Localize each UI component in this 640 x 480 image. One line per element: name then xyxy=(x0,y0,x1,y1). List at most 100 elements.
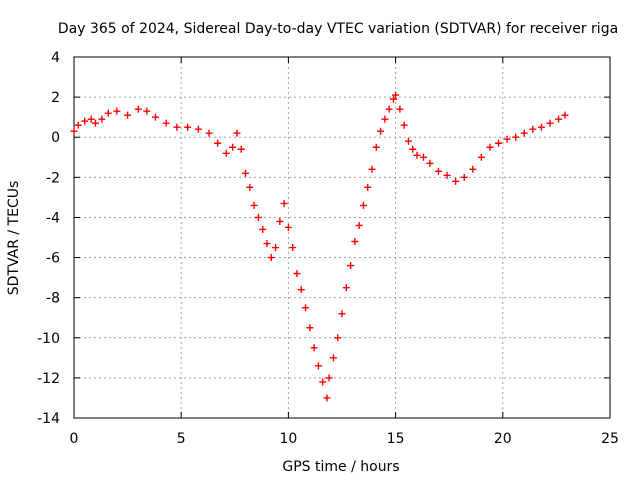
data-point xyxy=(443,171,451,179)
data-point xyxy=(70,127,78,135)
data-point xyxy=(162,119,170,127)
y-axis-label: SDTVAR / TECUs xyxy=(6,181,22,296)
data-point xyxy=(242,169,250,177)
data-point xyxy=(409,145,417,153)
data-point xyxy=(98,115,106,123)
x-tick-label: 15 xyxy=(387,431,405,447)
data-point xyxy=(263,240,271,248)
data-point xyxy=(503,135,511,143)
y-tick-label: 4 xyxy=(51,50,60,66)
data-point xyxy=(561,111,569,119)
data-point xyxy=(306,324,314,332)
x-tick-label: 10 xyxy=(279,431,297,447)
data-point xyxy=(284,223,292,231)
data-point xyxy=(87,115,95,123)
data-point xyxy=(246,183,254,191)
y-tick-label: -4 xyxy=(46,210,60,226)
data-point xyxy=(434,167,442,175)
x-tick-label: 0 xyxy=(70,431,79,447)
data-point xyxy=(381,115,389,123)
data-point xyxy=(113,107,121,115)
data-point xyxy=(555,115,563,123)
data-point xyxy=(347,262,355,270)
data-point xyxy=(372,143,380,151)
data-point xyxy=(323,394,331,402)
data-point xyxy=(389,95,397,103)
data-point xyxy=(272,244,280,252)
data-point xyxy=(469,165,477,173)
data-point xyxy=(254,213,262,221)
y-tick-label: -10 xyxy=(37,331,60,347)
data-point xyxy=(134,105,142,113)
data-point xyxy=(293,270,301,278)
data-point xyxy=(520,129,528,137)
data-point xyxy=(124,111,132,119)
data-point xyxy=(486,143,494,151)
series-riga xyxy=(70,91,569,402)
data-point xyxy=(546,119,554,127)
y-tick-label: -12 xyxy=(37,371,60,387)
data-point xyxy=(74,121,82,129)
data-point xyxy=(404,137,412,145)
data-point xyxy=(338,310,346,318)
y-tick-labels: -14 -12 -10 -8 -6 -4 -2 0 2 4 xyxy=(37,50,60,427)
data-point xyxy=(529,125,537,133)
data-point xyxy=(302,304,310,312)
data-point xyxy=(334,334,342,342)
data-point xyxy=(259,225,267,233)
x-tick-label: 20 xyxy=(494,431,512,447)
data-point xyxy=(351,238,359,246)
data-point xyxy=(419,153,427,161)
data-point xyxy=(319,378,327,386)
data-point xyxy=(81,117,89,125)
tick-marks xyxy=(73,56,611,419)
data-point xyxy=(495,139,503,147)
data-point xyxy=(355,221,363,229)
data-point xyxy=(276,217,284,225)
data-point xyxy=(325,374,333,382)
data-point xyxy=(385,105,393,113)
data-point xyxy=(250,201,258,209)
data-point xyxy=(104,109,112,117)
data-point xyxy=(91,119,99,127)
data-point xyxy=(289,244,297,252)
data-point xyxy=(537,123,545,131)
data-point xyxy=(400,121,408,129)
data-point xyxy=(413,151,421,159)
data-point xyxy=(237,145,245,153)
data-point xyxy=(342,284,350,292)
y-tick-label: -6 xyxy=(46,251,60,267)
data-point xyxy=(267,254,275,262)
y-tick-label: -2 xyxy=(46,170,60,186)
data-point xyxy=(151,113,159,121)
grid xyxy=(74,57,610,418)
data-point xyxy=(512,133,520,141)
data-point xyxy=(368,165,376,173)
data-point xyxy=(310,344,318,352)
y-tick-label: 0 xyxy=(51,130,60,146)
data-point xyxy=(477,153,485,161)
data-point xyxy=(426,159,434,167)
plot-frame xyxy=(73,56,611,419)
chart-title: Day 365 of 2024, Sidereal Day-to-day VTE… xyxy=(58,21,618,37)
x-tick-labels: 0 5 10 15 20 25 xyxy=(70,431,619,447)
data-point xyxy=(205,129,213,137)
x-tick-label: 25 xyxy=(601,431,619,447)
y-tick-label: 2 xyxy=(51,90,60,106)
data-point xyxy=(364,183,372,191)
data-point xyxy=(184,123,192,131)
data-point xyxy=(222,149,230,157)
data-point xyxy=(297,286,305,294)
data-point xyxy=(392,91,400,99)
data-point xyxy=(229,143,237,151)
data-point xyxy=(377,127,385,135)
data-point xyxy=(173,123,181,131)
data-point xyxy=(214,139,222,147)
data-point xyxy=(194,125,202,133)
data-point xyxy=(280,199,288,207)
data-point xyxy=(314,362,322,370)
data-point xyxy=(359,201,367,209)
y-tick-label: -14 xyxy=(37,411,60,427)
data-point xyxy=(452,177,460,185)
